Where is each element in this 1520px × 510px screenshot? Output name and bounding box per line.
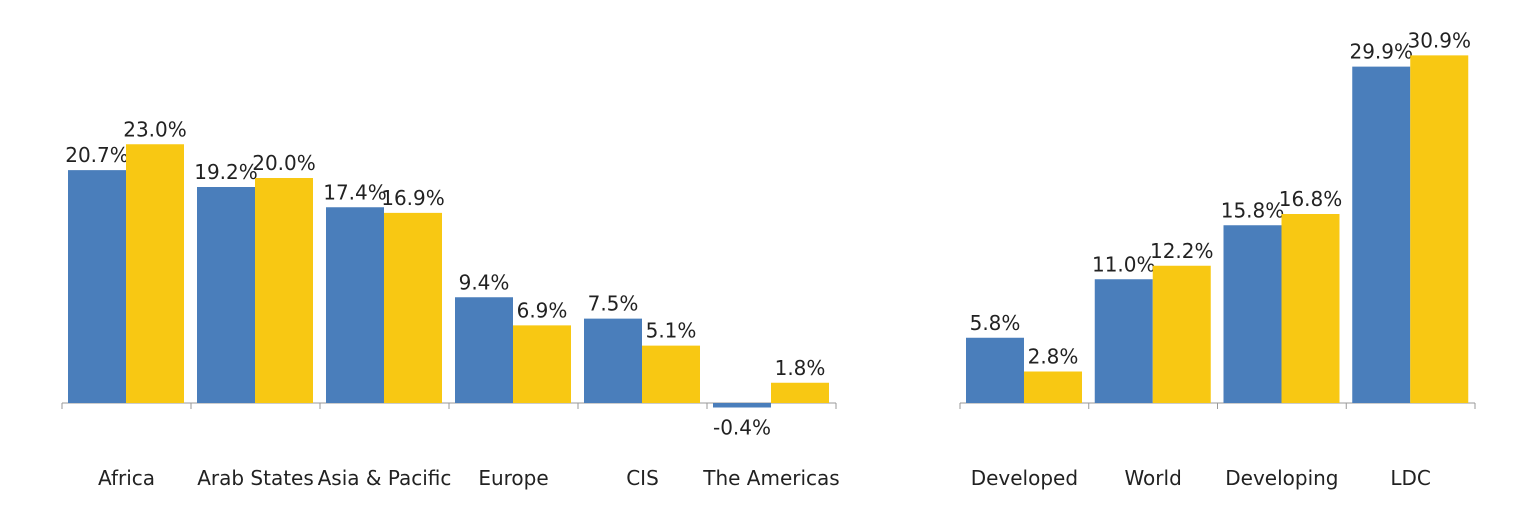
bar-europe-series-2	[513, 325, 571, 403]
data-label-arab-states-series-2: 20.0%	[252, 151, 316, 175]
data-label-europe-series-1: 9.4%	[459, 270, 510, 294]
bar-ldc-series-2	[1410, 55, 1469, 403]
bar-the-americas-series-1	[713, 403, 771, 408]
category-label-world: World	[1124, 466, 1181, 490]
bar-world-series-2	[1152, 265, 1211, 403]
bar-ldc-series-1	[1352, 66, 1411, 403]
bar-cis-series-1	[584, 318, 642, 403]
bar-arab-states-series-2	[255, 178, 313, 403]
bar-developed-series-1	[966, 337, 1024, 403]
data-label-africa-series-1: 20.7%	[65, 143, 129, 167]
data-label-the-americas-series-1: -0.4%	[713, 416, 771, 440]
bar-africa-series-2	[126, 144, 184, 403]
data-label-world-series-1: 11.0%	[1092, 252, 1156, 276]
bar-the-americas-series-2	[771, 382, 829, 403]
category-label-the-americas: The Americas	[702, 466, 839, 490]
data-label-developed-series-1: 5.8%	[970, 311, 1021, 335]
data-label-ldc-series-2: 30.9%	[1407, 28, 1471, 52]
data-label-arab-states-series-1: 19.2%	[194, 160, 258, 184]
bar-arab-states-series-1	[197, 187, 255, 403]
data-label-the-americas-series-2: 1.8%	[775, 356, 826, 380]
category-label-asia-and-pacific: Asia & Pacific	[318, 466, 452, 490]
data-label-ldc-series-1: 29.9%	[1349, 40, 1413, 64]
bar-developed-series-2	[1024, 371, 1082, 403]
bar-world-series-1	[1094, 279, 1153, 403]
data-label-developing-series-1: 15.8%	[1221, 198, 1285, 222]
data-label-developing-series-2: 16.8%	[1279, 187, 1343, 211]
category-label-africa: Africa	[98, 466, 155, 490]
bar-asia-and-pacific-series-1	[326, 207, 384, 403]
data-label-cis-series-2: 5.1%	[646, 319, 697, 343]
category-label-ldc: LDC	[1390, 466, 1431, 490]
bar-africa-series-1	[68, 170, 126, 403]
data-label-asia-and-pacific-series-2: 16.9%	[381, 186, 445, 210]
bar-developing-series-1	[1223, 225, 1282, 403]
data-label-europe-series-2: 6.9%	[517, 298, 568, 322]
category-label-developed: Developed	[971, 466, 1078, 490]
bar-asia-and-pacific-series-2	[384, 212, 442, 403]
category-label-developing: Developing	[1225, 466, 1338, 490]
bar-developing-series-2	[1281, 214, 1340, 403]
data-label-developed-series-2: 2.8%	[1028, 345, 1079, 369]
data-label-cis-series-1: 7.5%	[588, 292, 639, 316]
regions-bar-chart: 20.7%23.0% Africa 19.2%20.0% Arab States 17.…	[61, 117, 840, 490]
category-label-europe: Europe	[478, 466, 548, 490]
bar-cis-series-2	[642, 345, 700, 403]
category-label-cis: CIS	[626, 466, 659, 490]
category-label-arab-states: Arab States	[197, 466, 314, 490]
data-label-africa-series-2: 23.0%	[123, 117, 187, 141]
development-groups-bar-chart: 5.8% 2.8% Developed 11.0%12.2% World 15.8%16.…	[959, 28, 1476, 490]
data-label-world-series-2: 12.2%	[1150, 239, 1214, 263]
bar-europe-series-1	[455, 297, 513, 403]
data-label-asia-and-pacific-series-1: 17.4%	[323, 180, 387, 204]
